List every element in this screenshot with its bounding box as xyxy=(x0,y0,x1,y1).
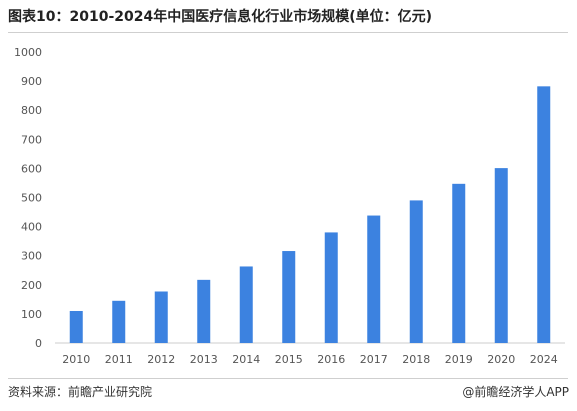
x-tick-label: 2013 xyxy=(190,353,218,366)
bar-2012 xyxy=(154,291,168,343)
x-tick-label: 2018 xyxy=(402,353,430,366)
bar-2011 xyxy=(112,300,126,343)
bar-2019 xyxy=(452,183,466,343)
x-tick-label: 2015 xyxy=(275,353,303,366)
y-tick-label: 1000 xyxy=(14,46,42,59)
y-tick-label: 500 xyxy=(21,192,42,205)
x-tick-label: 2019 xyxy=(445,353,473,366)
bar-2015 xyxy=(282,251,296,343)
brand-label: @前瞻经济学人APP xyxy=(462,385,569,399)
bars-group xyxy=(69,86,551,343)
source-note: 资料来源：前瞻产业研究院 xyxy=(8,385,153,399)
bar-2013 xyxy=(197,279,211,343)
footer-divider xyxy=(8,378,568,379)
y-tick-label: 400 xyxy=(21,221,42,234)
chart-title: 图表10：2010-2024年中国医疗信息化行业市场规模(单位：亿元) xyxy=(8,9,433,25)
title-divider xyxy=(8,32,568,33)
bar-2020 xyxy=(494,168,508,343)
bar-2017 xyxy=(367,215,381,343)
bar-2010 xyxy=(69,310,83,343)
y-tick-label: 800 xyxy=(21,104,42,117)
bar-2014 xyxy=(239,266,253,343)
bar-2018 xyxy=(409,200,423,343)
x-axis-ticks: 2010 2011 2012 2013 2014 2015 2016 2017 2018 2019… xyxy=(62,353,558,366)
bar-2024 xyxy=(537,86,551,343)
y-tick-label: 700 xyxy=(21,133,42,146)
y-tick-label: 900 xyxy=(21,75,42,88)
y-tick-label: 200 xyxy=(21,279,42,292)
y-tick-label: 600 xyxy=(21,162,42,175)
x-tick-label: 2016 xyxy=(317,353,345,366)
x-tick-label: 2012 xyxy=(147,353,175,366)
y-tick-label: 300 xyxy=(21,250,42,263)
y-tick-label: 100 xyxy=(21,308,42,321)
x-tick-label: 2017 xyxy=(360,353,388,366)
x-tick-label: 2010 xyxy=(62,353,90,366)
x-tick-label: 2024 xyxy=(530,353,558,366)
bar-2016 xyxy=(324,232,338,343)
x-tick-label: 2020 xyxy=(487,353,515,366)
y-tick-label: 0 xyxy=(35,337,42,350)
x-tick-label: 2011 xyxy=(105,353,133,366)
y-axis-ticks: 0 100 200 300 400 500 600 700 800 900 1000 xyxy=(14,46,42,350)
x-tick-label: 2014 xyxy=(232,353,260,366)
